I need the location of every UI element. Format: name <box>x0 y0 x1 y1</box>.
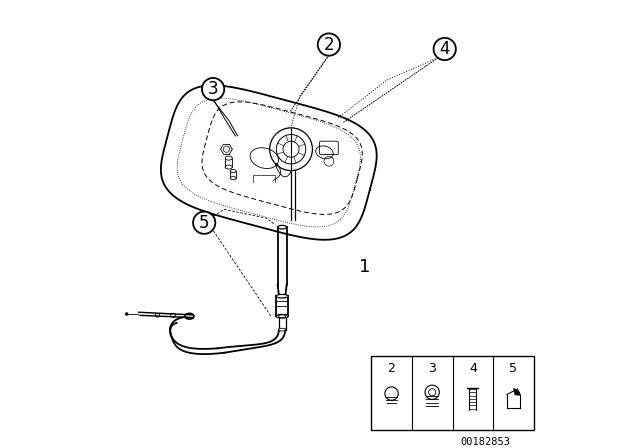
Ellipse shape <box>276 314 289 318</box>
Text: 1: 1 <box>359 258 370 276</box>
Ellipse shape <box>278 315 285 318</box>
Text: 5: 5 <box>199 214 209 232</box>
Bar <box>371 356 534 430</box>
Circle shape <box>318 34 340 56</box>
Text: 2: 2 <box>324 35 334 54</box>
Circle shape <box>202 78 224 100</box>
Ellipse shape <box>278 225 287 229</box>
Text: 3: 3 <box>208 80 218 98</box>
Ellipse shape <box>276 294 289 298</box>
Text: 4: 4 <box>469 362 477 375</box>
Polygon shape <box>513 388 520 396</box>
Ellipse shape <box>230 177 236 180</box>
Ellipse shape <box>278 328 285 331</box>
Text: 00182853: 00182853 <box>460 437 510 447</box>
Text: 5: 5 <box>509 362 518 375</box>
Circle shape <box>193 211 215 234</box>
Ellipse shape <box>225 165 232 169</box>
Text: 2: 2 <box>388 362 396 375</box>
Ellipse shape <box>125 313 128 315</box>
Text: 4: 4 <box>440 40 450 58</box>
Circle shape <box>433 38 456 60</box>
Text: 3: 3 <box>428 362 436 375</box>
